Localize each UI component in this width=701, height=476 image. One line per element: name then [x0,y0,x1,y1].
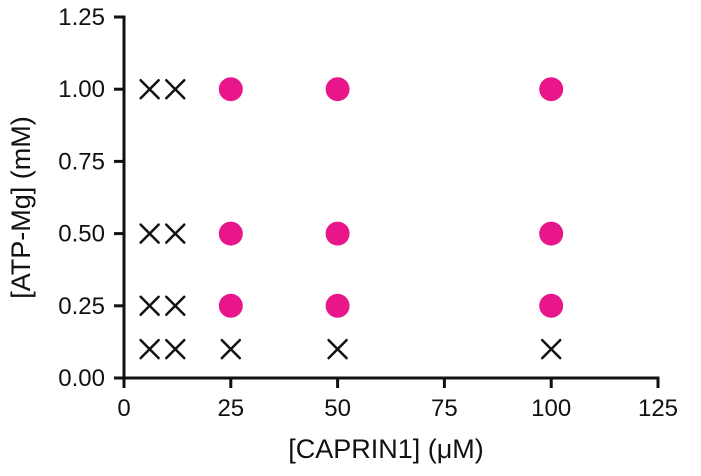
y-axis-title: [ATP-Mg] (mM) [6,116,36,298]
cross-point [139,295,160,317]
data-marks [139,77,564,360]
x-tick-label: 125 [638,395,678,422]
circle-point [218,77,243,102]
cross-point [165,78,186,100]
y-tick-label: 1.25 [58,4,105,31]
y-tick-label: 0.50 [58,221,105,248]
circle-point [218,221,243,246]
cross-point [139,78,160,100]
x-tick-label: 0 [117,395,130,422]
y-tick-label: 1.00 [58,76,105,103]
ticks: 0 25 50 75 100 125 0.00 0.25 0.50 0.75 1.00 1.25 [58,4,678,422]
circle-point [325,293,350,318]
cross-point [540,338,562,360]
axes [122,15,660,380]
x-tick-label: 25 [217,395,244,422]
x-tick-label: 100 [531,395,571,422]
circle-point [218,293,243,318]
circle-point [539,77,564,102]
y-tick-label: 0.00 [58,365,105,392]
cross-point [220,338,242,360]
y-tick-label: 0.75 [58,148,105,175]
cross-point [139,223,160,244]
cross-point [165,223,186,244]
circle-point [539,221,564,246]
circle-point [539,293,564,318]
circle-point [325,77,350,102]
cross-point [165,295,186,317]
cross-point [165,338,186,360]
cross-point [139,338,160,360]
cross-point [327,338,348,360]
x-tick-label: 75 [431,395,458,422]
x-axis-title: [CAPRIN1] (μM) [288,434,484,464]
y-tick-label: 0.25 [58,293,105,320]
x-tick-label: 50 [324,395,351,422]
circle-point [325,221,350,246]
